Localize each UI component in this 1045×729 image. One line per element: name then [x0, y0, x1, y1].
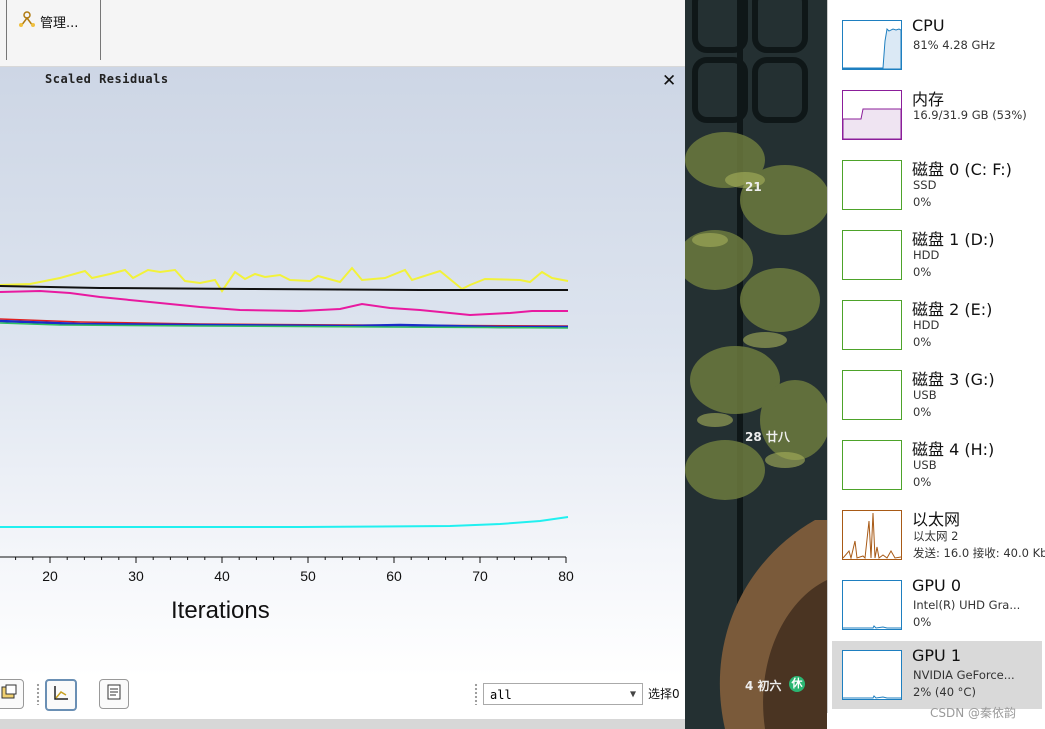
usage-graph-thumbnail	[842, 650, 902, 700]
report-tool-button[interactable]	[99, 679, 129, 709]
calendar-day-21: 21	[745, 180, 762, 194]
plot-title: Scaled Residuals	[45, 72, 169, 86]
series-line-yellow	[0, 266, 569, 293]
perf-item-name: 磁盘 3 (G:)	[912, 370, 995, 389]
selection-value: all	[490, 688, 512, 702]
toolbar-separator	[100, 0, 101, 60]
usage-graph-thumbnail	[842, 370, 902, 420]
x-axis-label: Iterations	[171, 597, 270, 624]
perf-item-name: 内存	[912, 90, 945, 109]
perf-item-detail: USB	[913, 458, 937, 472]
window-icon	[0, 683, 18, 705]
perf-item-detail: USB	[913, 388, 937, 402]
perf-item-value: 2% (40 °C)	[913, 685, 976, 699]
perf-item-disk-2[interactable]: 磁盘 2 (E:) HDD 0%	[832, 291, 1042, 359]
axes-icon	[52, 684, 70, 706]
x-tick-label: 50	[300, 568, 316, 584]
perf-item-name: 磁盘 1 (D:)	[912, 230, 995, 249]
perf-item-disk-3[interactable]: 磁盘 3 (G:) USB 0%	[832, 361, 1042, 429]
perf-item-name: 磁盘 2 (E:)	[912, 300, 993, 319]
perf-item-gpu-1[interactable]: GPU 1 NVIDIA GeForce... 2% (40 °C)	[832, 641, 1042, 709]
perf-item-disk-4[interactable]: 磁盘 4 (H:) USB 0%	[832, 431, 1042, 499]
x-tick-label: 20	[42, 568, 58, 584]
series-line-black	[0, 285, 568, 291]
usage-graph-thumbnail	[842, 230, 902, 280]
usage-graph-thumbnail	[842, 160, 902, 210]
perf-item-detail: HDD	[913, 318, 940, 332]
series-line-green	[0, 322, 569, 329]
status-strip	[0, 719, 685, 729]
app-toolbar: 管理...	[0, 0, 685, 67]
perf-item-name: GPU 0	[912, 576, 962, 595]
selection-dropdown[interactable]: all ▼	[483, 683, 643, 705]
perf-item-cpu[interactable]: CPU 81% 4.28 GHz	[832, 11, 1042, 79]
perf-item-name: CPU	[912, 16, 945, 35]
perf-item-detail: NVIDIA GeForce...	[913, 668, 1015, 682]
perf-item-detail: 16.9/31.9 GB (53%)	[913, 108, 1027, 122]
perf-item-value: 0%	[913, 615, 932, 629]
perf-item-gpu-0[interactable]: GPU 0 Intel(R) UHD Gra... 0%	[832, 571, 1042, 639]
calendar-day-4: 4 初六	[745, 679, 782, 693]
perf-item-detail: HDD	[913, 248, 940, 262]
document-icon	[105, 683, 123, 705]
perf-item-detail: Intel(R) UHD Gra...	[913, 598, 1021, 612]
x-tick-label: 40	[214, 568, 230, 584]
toolbar-grip	[474, 683, 478, 705]
task-manager-performance-list: CPU 81% 4.28 GHz 内存 16.9/31.9 GB (53%) 磁盘 0 …	[827, 0, 1045, 713]
perf-item-detail: 81% 4.28 GHz	[913, 38, 996, 52]
calendar-day-28: 28 廿八	[745, 430, 790, 444]
perf-item-value: 0%	[913, 335, 932, 349]
x-tick-label: 30	[128, 568, 144, 584]
x-tick-label: 70	[472, 568, 488, 584]
usage-graph-thumbnail	[842, 440, 902, 490]
usage-graph-thumbnail	[842, 510, 902, 560]
perf-item-memory[interactable]: 内存 16.9/31.9 GB (53%)	[832, 81, 1042, 149]
manage-button[interactable]: 管理...	[18, 10, 78, 32]
perf-item-name: GPU 1	[912, 646, 962, 665]
perf-item-disk-0[interactable]: 磁盘 0 (C: F:) SSD 0%	[832, 151, 1042, 219]
manage-label: 管理...	[40, 15, 79, 31]
wallpaper-image	[685, 0, 827, 729]
perf-item-name: 磁盘 4 (H:)	[912, 440, 995, 459]
toolbar-grip	[36, 683, 40, 705]
series-line-magenta	[0, 289, 568, 317]
chevron-down-icon: ▼	[629, 689, 636, 700]
window-tool-button[interactable]	[0, 679, 24, 709]
holiday-badge: 休	[789, 676, 805, 692]
perf-item-detail: SSD	[913, 178, 937, 192]
taskbar-gap	[827, 713, 1045, 729]
perf-item-value: 0%	[913, 195, 932, 209]
selection-count-label: 选择0	[648, 687, 680, 701]
usage-graph-thumbnail	[842, 90, 902, 140]
perf-item-value: 0%	[913, 405, 932, 419]
perf-item-disk-1[interactable]: 磁盘 1 (D:) HDD 0%	[832, 221, 1042, 289]
perf-item-value: 0%	[913, 265, 932, 279]
perf-item-value: 发送: 16.0 接收: 40.0 Kbps	[913, 546, 1045, 560]
manage-icon	[18, 10, 36, 32]
usage-graph-thumbnail	[842, 20, 902, 70]
residuals-chart: 20 30 40 50 60 70 80	[0, 266, 574, 584]
watermark: CSDN @秦依韵	[930, 706, 1017, 720]
toolbar-separator	[6, 0, 7, 60]
axes-tool-button[interactable]	[45, 679, 77, 711]
perf-item-detail: 以太网 2	[913, 529, 959, 543]
x-tick-label: 60	[386, 568, 402, 584]
x-tick-label: 80	[558, 568, 574, 584]
perf-item-value: 0%	[913, 475, 932, 489]
perf-item-name: 以太网	[912, 510, 961, 529]
residuals-plot-panel: 20 30 40 50 60 70 80 Scaled Residuals ✕ Iterat…	[0, 67, 685, 677]
close-plot-button[interactable]: ✕	[662, 71, 677, 91]
perf-item-name: 磁盘 0 (C: F:)	[912, 160, 1012, 179]
plot-controls-bar: all ▼ 选择0	[0, 677, 685, 719]
desktop-wallpaper: 21 28 廿八 4 初六 休	[685, 0, 827, 729]
usage-graph-thumbnail	[842, 300, 902, 350]
usage-graph-thumbnail	[842, 580, 902, 630]
series-line-cyan	[0, 516, 569, 528]
